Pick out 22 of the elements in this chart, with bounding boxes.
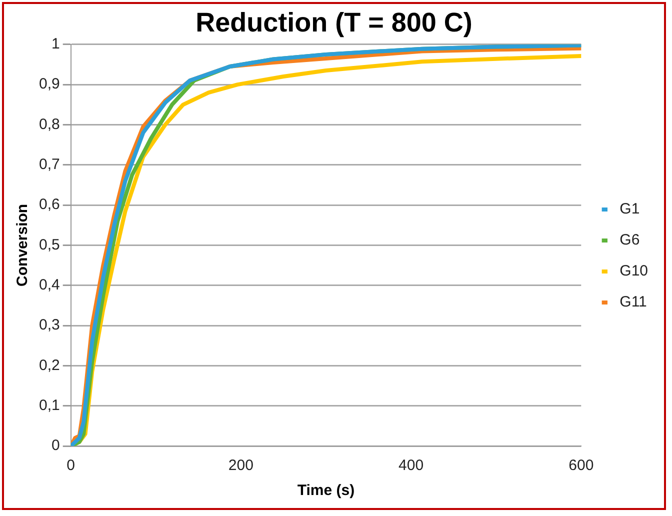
y-axis-title: Conversion bbox=[14, 204, 32, 286]
x-tick-label: 200 bbox=[228, 457, 254, 474]
x-tick-label: 0 bbox=[66, 457, 76, 474]
y-tick-label: 0,7 bbox=[38, 156, 60, 174]
chart-title: Reduction (T = 800 C) bbox=[196, 8, 472, 38]
legend-label: G11 bbox=[620, 294, 647, 311]
y-tick-label: 0,6 bbox=[38, 196, 60, 214]
legend-label: G6 bbox=[620, 232, 640, 249]
y-tick-label: 0,8 bbox=[38, 116, 60, 133]
x-tick-label: 400 bbox=[398, 457, 424, 474]
y-tick-label: 0,4 bbox=[38, 276, 60, 294]
legend-label: G1 bbox=[620, 200, 640, 218]
legend-label: G10 bbox=[620, 262, 648, 280]
y-tick-label: 1 bbox=[52, 36, 60, 53]
x-axis-title: Time (s) bbox=[297, 482, 355, 500]
x-tick-label: 600 bbox=[568, 457, 594, 474]
y-tick-label: 0,1 bbox=[38, 396, 60, 414]
y-tick-label: 0,3 bbox=[38, 316, 60, 334]
y-tick-label: 0,2 bbox=[38, 356, 60, 374]
y-tick-label: 0,9 bbox=[38, 76, 60, 93]
y-tick-label: 0 bbox=[52, 437, 60, 454]
y-tick-label: 0,5 bbox=[38, 236, 60, 254]
